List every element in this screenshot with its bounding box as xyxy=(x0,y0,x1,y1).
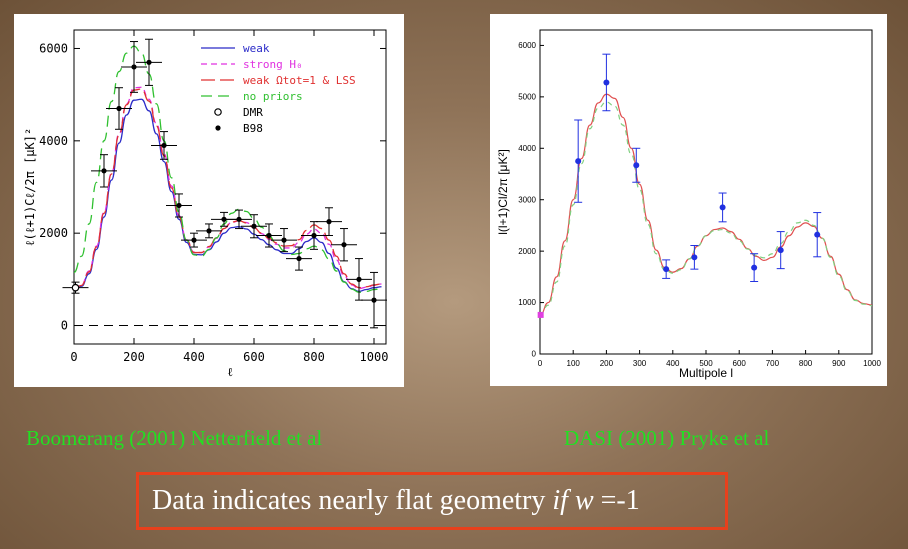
boomerang-chart-panel: 0 200 400 600 800 1000 0 2000 4000 6000 ℓ ℓ(ℓ+1)Cℓ/… xyxy=(14,14,404,387)
x-tick-label: 300 xyxy=(633,359,647,368)
legend-label: strong H₀ xyxy=(243,58,303,71)
x-tick-label: 900 xyxy=(832,359,846,368)
legend-label: weak xyxy=(243,42,270,55)
y-tick-label: 5000 xyxy=(518,93,536,102)
data-point xyxy=(146,59,152,65)
data-point xyxy=(266,232,272,239)
dasi-caption: DASI (2001) Pryke et al xyxy=(564,426,770,450)
data-point xyxy=(633,162,640,169)
x-tick-label: 400 xyxy=(666,359,680,368)
data-point xyxy=(221,216,227,222)
conclusion-w-symbol: w xyxy=(574,485,594,516)
data-point xyxy=(191,237,197,243)
plot-frame xyxy=(539,29,873,355)
data-point xyxy=(281,237,287,243)
data-point xyxy=(326,219,332,225)
data-point xyxy=(751,264,758,271)
data-point xyxy=(116,105,122,112)
data-point-square xyxy=(537,311,544,318)
x-axis-label: Multipole l xyxy=(679,366,733,380)
conclusion-box: Data indicates nearly flat geometry if w… xyxy=(136,472,728,530)
x-tick-label: 0 xyxy=(538,359,543,368)
data-point xyxy=(176,202,182,209)
data-point xyxy=(341,242,347,248)
y-tick-label: 3000 xyxy=(518,195,536,204)
data-point xyxy=(603,79,610,86)
dasi-chart: 0 100 200 300 400 500 600 700 800 900 1000 0 1000 200… xyxy=(496,29,881,380)
series-line-0 xyxy=(74,98,382,293)
series-line-0 xyxy=(540,93,872,317)
series-line-1 xyxy=(74,86,382,290)
data-point xyxy=(131,64,137,70)
x-tick-label: 1000 xyxy=(360,350,389,364)
x-axis-label: ℓ xyxy=(227,365,233,379)
conclusion-if-word: if xyxy=(552,485,568,516)
legend-label: weak Ωtot=1 & LSS xyxy=(243,74,356,87)
data-point xyxy=(236,216,242,222)
x-tick-label: 400 xyxy=(183,350,205,364)
conclusion-text-suffix: =-1 xyxy=(593,485,640,516)
data-point xyxy=(575,158,582,165)
y-tick-label: 4000 xyxy=(39,134,68,148)
data-point xyxy=(296,255,302,262)
plot-frame xyxy=(73,29,387,345)
data-point xyxy=(101,168,107,174)
series-line-2 xyxy=(74,88,382,290)
legend-label: B98 xyxy=(243,122,263,135)
x-tick-label: 800 xyxy=(799,359,813,368)
boomerang-chart: 0 200 400 600 800 1000 0 2000 4000 6000 ℓ ℓ(ℓ+1)Cℓ/… xyxy=(23,29,389,379)
series-line-1 xyxy=(540,101,872,316)
x-tick-label: 700 xyxy=(766,359,780,368)
data-point xyxy=(311,232,317,239)
data-point xyxy=(206,228,212,234)
x-tick-label: 200 xyxy=(123,350,145,364)
data-point xyxy=(777,247,784,254)
x-tick-label: 600 xyxy=(733,359,747,368)
legend-label: no priors xyxy=(243,90,303,103)
y-tick-label: 6000 xyxy=(39,41,68,55)
legend-marker xyxy=(215,125,221,131)
legend-marker-open xyxy=(214,108,222,116)
data-point xyxy=(356,276,362,282)
y-axis-label: l(l+1)Cl/2π [μK²] xyxy=(496,149,510,235)
y-tick-label: 2000 xyxy=(39,226,68,240)
x-tick-label: 600 xyxy=(243,350,265,364)
x-tick-label: 200 xyxy=(600,359,614,368)
data-point xyxy=(251,223,257,229)
data-point xyxy=(161,142,167,149)
boomerang-caption: Boomerang (2001) Netterfield et al xyxy=(26,426,323,450)
x-tick-label: 500 xyxy=(699,359,713,368)
y-tick-label: 4000 xyxy=(518,144,536,153)
data-point xyxy=(371,297,377,303)
y-axis-label: ℓ(ℓ+1)Cℓ/2π [μK]² xyxy=(23,128,37,246)
y-tick-label: 6000 xyxy=(518,41,536,50)
x-tick-label: 800 xyxy=(303,350,325,364)
series-line-3 xyxy=(74,45,382,293)
x-tick-label: 100 xyxy=(567,359,581,368)
y-tick-label: 2000 xyxy=(518,247,536,256)
data-point xyxy=(691,254,698,261)
y-tick-label: 0 xyxy=(61,319,68,333)
legend-label: DMR xyxy=(243,106,263,119)
conclusion-text-prefix: Data indicates nearly flat geometry xyxy=(152,485,553,516)
data-point-open xyxy=(71,283,80,292)
data-point xyxy=(719,204,726,211)
dasi-chart-panel: 0 100 200 300 400 500 600 700 800 900 1000 0 1000 200… xyxy=(490,14,887,386)
x-tick-label: 1000 xyxy=(863,359,881,368)
data-point xyxy=(663,266,670,273)
y-tick-label: 0 xyxy=(532,350,537,359)
y-tick-label: 1000 xyxy=(518,298,536,307)
x-tick-label: 0 xyxy=(70,350,77,364)
data-point xyxy=(814,231,821,238)
